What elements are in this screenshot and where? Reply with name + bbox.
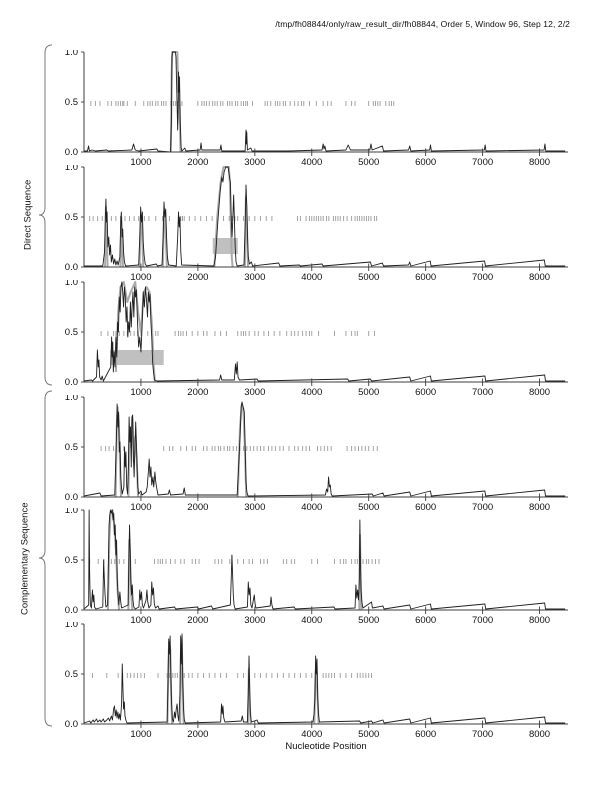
- y-tick-label: 1.0: [65, 622, 78, 630]
- x-tick-label: 1000: [130, 729, 151, 740]
- y-tick-label: 0.0: [65, 605, 78, 616]
- x-tick-label: 3000: [244, 729, 265, 740]
- x-axis-title: Nucleotide Position: [285, 741, 367, 752]
- x-tick-label: 4000: [301, 157, 322, 168]
- x-tick-label: 3000: [244, 502, 265, 513]
- x-tick-label: 7000: [472, 729, 493, 740]
- x-tick-label: 2000: [187, 387, 208, 398]
- x-tick-label: 1000: [130, 157, 151, 168]
- y-tick-label: 0.5: [65, 212, 78, 223]
- y-tick-label: 0.0: [65, 147, 78, 158]
- x-tick-label: 1000: [130, 387, 151, 398]
- signal-curve: [83, 281, 566, 382]
- x-tick-label: 2000: [187, 615, 208, 626]
- y-tick-label: 0.0: [65, 377, 78, 388]
- x-tick-label: 1000: [130, 502, 151, 513]
- x-tick-label: 4000: [301, 615, 322, 626]
- x-tick-label: 5000: [358, 615, 379, 626]
- y-tick-label: 1.0: [65, 165, 78, 173]
- x-tick-label: 7000: [472, 387, 493, 398]
- x-tick-label: 6000: [415, 615, 436, 626]
- y-tick-label: 0.0: [65, 262, 78, 273]
- x-tick-label: 7000: [472, 502, 493, 513]
- x-tick-label: 8000: [529, 272, 550, 283]
- panel-complementary-1: 1000 2000 3000 4000 5000 6000 7000 8000 0.0 0.5 1.…: [65, 395, 568, 513]
- direct-sequence-brace: [38, 44, 53, 386]
- x-tick-label: 7000: [472, 157, 493, 168]
- x-tick-label: 7000: [472, 272, 493, 283]
- panel-direct-3: 1000 2000 3000 4000 5000 6000 7000 8000 0.0 0.5 1.…: [65, 280, 568, 398]
- signal-curve: [84, 51, 566, 153]
- y-tick-label: 1.0: [65, 508, 78, 516]
- y-tick-label: 0.5: [65, 555, 78, 566]
- highlight-region: [110, 350, 164, 365]
- x-tick-label: 6000: [415, 729, 436, 740]
- x-tick-label: 5000: [358, 387, 379, 398]
- x-tick-label: 2000: [187, 729, 208, 740]
- signal-curve: [83, 509, 566, 610]
- x-tick-label: 2000: [187, 157, 208, 168]
- y-tick-label: 0.0: [65, 492, 78, 503]
- signal-curve: [84, 166, 566, 267]
- y-tick-label: 0.5: [65, 669, 78, 680]
- x-tick-label: 7000: [472, 615, 493, 626]
- panel-direct-2: 1000 2000 3000 4000 5000 6000 7000 8000 0.0 0.5 1.…: [65, 165, 568, 283]
- y-tick-label: 1.0: [65, 280, 78, 288]
- x-tick-label: 2000: [187, 502, 208, 513]
- x-tick-label: 5000: [358, 729, 379, 740]
- signal-curve: [83, 633, 566, 724]
- y-tick-label: 0.5: [65, 97, 78, 108]
- x-tick-label: 8000: [529, 157, 550, 168]
- panel-direct-1: 1000 2000 3000 4000 5000 6000 7000 8000 0.0 0.5 1.…: [65, 50, 568, 168]
- signal-curve: [83, 401, 566, 497]
- x-tick-label: 3000: [244, 272, 265, 283]
- x-tick-label: 4000: [301, 272, 322, 283]
- panel-complementary-3: 1000 2000 3000 4000 5000 6000 7000 8000 0.0 0.5 1.…: [65, 622, 568, 740]
- panel-complementary-2: 1000 2000 3000 4000 5000 6000 7000 8000 0.0 0.5 1.…: [65, 508, 568, 626]
- x-tick-label: 5000: [358, 157, 379, 168]
- x-tick-label: 4000: [301, 729, 322, 740]
- secondary-curve: [213, 166, 234, 268]
- x-tick-label: 1000: [130, 615, 151, 626]
- x-tick-label: 6000: [415, 157, 436, 168]
- x-tick-label: 1000: [130, 272, 151, 283]
- page-title: /tmp/fh08844/only/raw_result_dir/fh08844…: [275, 19, 570, 29]
- y-tick-label: 1.0: [65, 50, 78, 58]
- x-tick-label: 4000: [301, 502, 322, 513]
- complementary-sequence-brace: [38, 390, 53, 727]
- x-tick-label: 8000: [529, 387, 550, 398]
- x-tick-label: 6000: [415, 272, 436, 283]
- x-tick-label: 3000: [244, 387, 265, 398]
- x-tick-label: 8000: [529, 502, 550, 513]
- x-tick-label: 2000: [187, 272, 208, 283]
- x-tick-label: 5000: [358, 272, 379, 283]
- x-tick-label: 8000: [529, 729, 550, 740]
- direct-sequence-label: Direct Sequence: [22, 179, 34, 251]
- y-tick-label: 0.0: [65, 719, 78, 730]
- y-tick-label: 0.5: [65, 442, 78, 453]
- y-tick-label: 1.0: [65, 395, 78, 403]
- x-tick-label: 6000: [415, 502, 436, 513]
- x-tick-label: 3000: [244, 157, 265, 168]
- x-tick-label: 5000: [358, 502, 379, 513]
- x-tick-label: 8000: [529, 615, 550, 626]
- complementary-sequence-label: Complementary Sequence: [19, 502, 31, 615]
- x-tick-label: 3000: [244, 615, 265, 626]
- x-tick-label: 6000: [415, 387, 436, 398]
- x-tick-label: 4000: [301, 387, 322, 398]
- y-tick-label: 0.5: [65, 327, 78, 338]
